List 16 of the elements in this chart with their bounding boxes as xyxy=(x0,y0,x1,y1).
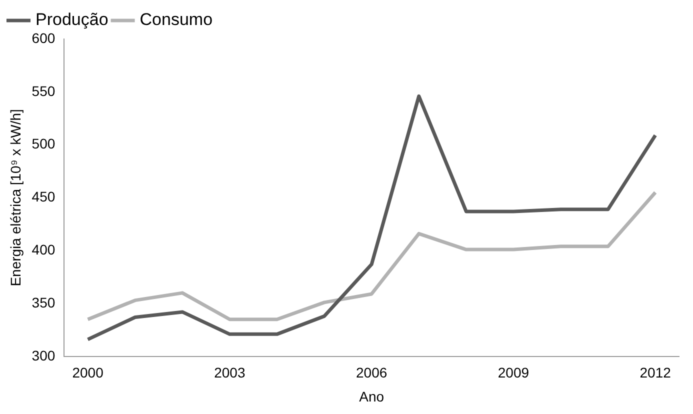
x-tick-label: 2003 xyxy=(214,364,246,381)
y-axis-title: Energia elétrica [10⁹ x kW/h] xyxy=(7,109,24,286)
y-tick-label: 350 xyxy=(32,294,56,310)
legend-label: Consumo xyxy=(140,10,213,30)
y-tick-label: 500 xyxy=(32,136,56,152)
x-tick-label: 2012 xyxy=(640,364,672,381)
x-tick-label: 2000 xyxy=(72,364,104,381)
y-tick-label: 450 xyxy=(32,188,56,205)
y-tick-label: 600 xyxy=(32,30,56,46)
legend-label: Produção xyxy=(36,10,108,30)
x-axis-title: Ano xyxy=(359,388,384,404)
x-tick-label: 2009 xyxy=(498,364,530,381)
y-tick-label: 400 xyxy=(32,241,56,258)
y-tick-label: 550 xyxy=(32,82,56,99)
y-tick-label: 300 xyxy=(32,347,56,364)
x-tick-label: 2006 xyxy=(356,364,388,381)
